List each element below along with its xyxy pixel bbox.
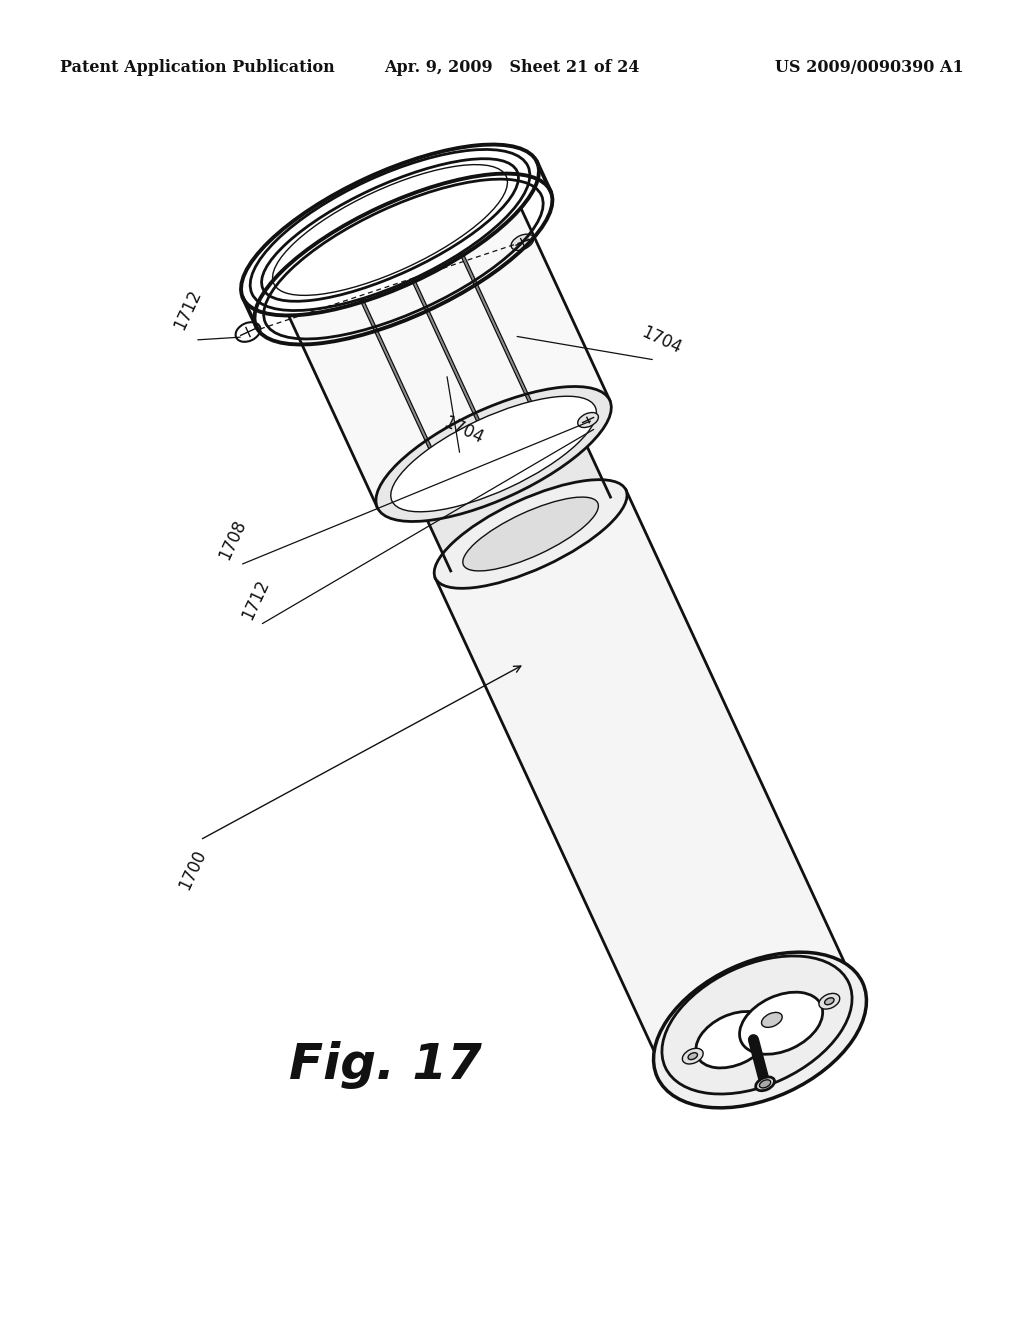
Ellipse shape <box>250 149 529 310</box>
Ellipse shape <box>241 145 539 315</box>
Ellipse shape <box>756 1077 774 1090</box>
Ellipse shape <box>463 498 598 572</box>
Ellipse shape <box>446 234 463 244</box>
Ellipse shape <box>376 387 611 521</box>
Ellipse shape <box>662 956 852 1094</box>
Ellipse shape <box>824 998 834 1005</box>
Ellipse shape <box>413 408 574 500</box>
Text: 1708: 1708 <box>215 517 249 562</box>
Text: Apr. 9, 2009   Sheet 21 of 24: Apr. 9, 2009 Sheet 21 of 24 <box>384 59 640 77</box>
Ellipse shape <box>391 396 596 512</box>
Polygon shape <box>435 490 855 1074</box>
Text: 1712: 1712 <box>170 286 204 333</box>
Ellipse shape <box>236 322 260 342</box>
Ellipse shape <box>434 479 627 589</box>
Text: Fig. 17: Fig. 17 <box>289 1041 481 1089</box>
Ellipse shape <box>396 256 414 268</box>
Ellipse shape <box>578 413 598 428</box>
Polygon shape <box>273 177 609 508</box>
Text: 1704: 1704 <box>638 323 684 356</box>
Ellipse shape <box>653 952 866 1107</box>
Text: 1700: 1700 <box>175 847 209 892</box>
Ellipse shape <box>688 1053 697 1060</box>
Ellipse shape <box>762 1012 782 1027</box>
Ellipse shape <box>819 994 840 1008</box>
Ellipse shape <box>760 1080 771 1088</box>
Ellipse shape <box>346 280 364 290</box>
Ellipse shape <box>511 234 534 251</box>
Ellipse shape <box>450 488 611 579</box>
Ellipse shape <box>426 417 561 491</box>
Ellipse shape <box>272 165 508 296</box>
Ellipse shape <box>754 1007 790 1032</box>
Ellipse shape <box>682 1048 703 1064</box>
Text: 1704: 1704 <box>440 413 485 447</box>
Ellipse shape <box>261 158 518 301</box>
Ellipse shape <box>696 1011 771 1068</box>
Text: 1712: 1712 <box>238 577 272 623</box>
Ellipse shape <box>739 993 822 1055</box>
Text: Patent Application Publication: Patent Application Publication <box>60 59 335 77</box>
Polygon shape <box>414 417 610 572</box>
Text: US 2009/0090390 A1: US 2009/0090390 A1 <box>775 59 964 77</box>
